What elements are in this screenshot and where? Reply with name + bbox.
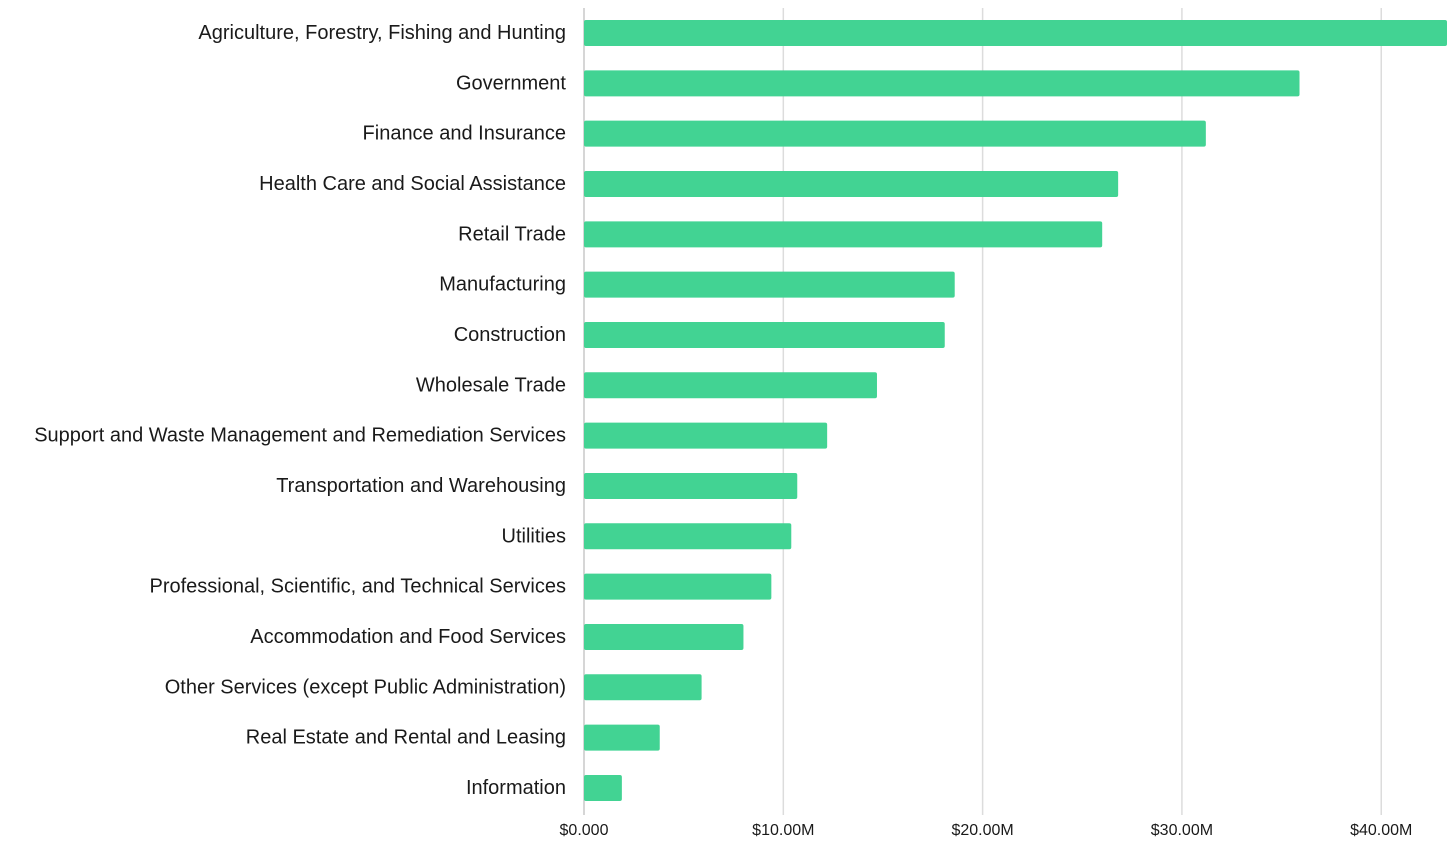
bar <box>584 372 877 399</box>
bar <box>584 472 798 499</box>
category-labels: Agriculture, Forestry, Fishing and Hunti… <box>34 22 566 799</box>
bar <box>584 221 1103 248</box>
bar <box>584 321 945 348</box>
category-label: Agriculture, Forestry, Fishing and Hunti… <box>198 22 566 44</box>
x-tick-label: $20.00M <box>951 822 1013 839</box>
x-tick-label: $40.00M <box>1350 822 1412 839</box>
category-label: Finance and Insurance <box>363 123 566 145</box>
category-label: Accommodation and Food Services <box>250 626 566 648</box>
x-tick-label: $10.00M <box>752 822 814 839</box>
category-label: Health Care and Social Assistance <box>259 173 566 195</box>
bars <box>584 20 1447 801</box>
bar <box>584 271 955 298</box>
bar <box>584 674 702 701</box>
bar <box>584 573 772 600</box>
category-label: Utilities <box>502 525 566 547</box>
category-label: Support and Waste Management and Remedia… <box>34 425 566 447</box>
bar <box>584 20 1447 46</box>
bar <box>584 774 622 801</box>
bar <box>584 724 660 751</box>
category-label: Wholesale Trade <box>416 374 566 396</box>
bar <box>584 170 1119 197</box>
category-label: Professional, Scientific, and Technical … <box>149 576 566 598</box>
x-axis-tick-labels: $0.000 $10.00M $20.00M $30.00M $40.00M <box>560 822 1413 839</box>
category-label: Retail Trade <box>458 223 566 245</box>
x-tick-label: $0.000 <box>560 822 609 839</box>
category-label: Information <box>466 777 566 799</box>
bar <box>584 70 1300 97</box>
x-tick-label: $30.00M <box>1151 822 1213 839</box>
category-label: Manufacturing <box>439 274 566 296</box>
bar <box>584 523 792 550</box>
category-label: Other Services (except Public Administra… <box>165 676 566 698</box>
category-label: Transportation and Warehousing <box>276 475 566 497</box>
category-label: Real Estate and Rental and Leasing <box>246 727 566 749</box>
bar <box>584 120 1206 147</box>
category-label: Construction <box>454 324 566 346</box>
bar <box>584 422 828 449</box>
bar <box>584 623 744 650</box>
category-label: Government <box>456 72 566 94</box>
